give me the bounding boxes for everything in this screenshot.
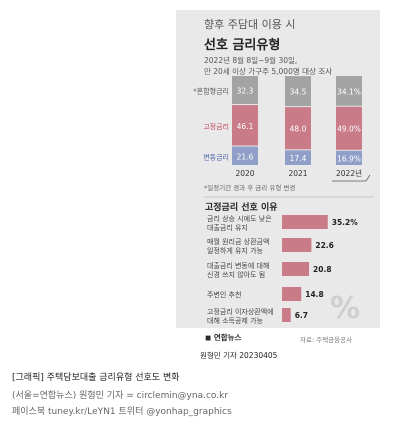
bar-2021-0 [285, 150, 311, 165]
percent-icon: % [330, 291, 360, 326]
reason-bar-1 [282, 238, 312, 252]
reason-chart-title: 고정금리 선호 이유 [205, 203, 278, 213]
series-label: 고정금리 [203, 122, 229, 131]
reason-bar-value: 14.8 [305, 290, 324, 299]
charts-svg: 21.6 46.1 32.3 2020 17.4 48.0 34.5 2021 16.9% 49.… [193, 76, 374, 326]
x-tick-label: 2021 [288, 169, 307, 178]
reason-label-line: 금리 상승 시에도 낮은 [207, 215, 272, 223]
bar-value-label: 32.3 [237, 87, 254, 96]
bar-value-label: 34.1% [337, 87, 361, 96]
survey-note-line1: 2022년 8월 8일~9월 30일, [204, 56, 298, 65]
reason-bar-value: 35.2% [332, 218, 359, 227]
bar-2022년-0 [336, 150, 362, 165]
reason-bar-2 [282, 262, 310, 276]
reason-label-line: 일정하게 유지 가능 [207, 247, 263, 255]
bar-2020-0 [232, 146, 258, 165]
reason-bar-value: 22.6 [315, 241, 334, 250]
caption-social: 페이스북 tuney.kr/LeYN1 트위터 @yonhap_graphics [12, 407, 232, 417]
bar-2020-2 [232, 76, 258, 105]
reason-bar-3 [282, 287, 302, 301]
reason-label-line: 매월 원리금 상환금액 [207, 238, 270, 246]
bar-2022년-1 [336, 106, 362, 150]
reason-label: 금리 상승 시에도 낮은 대출금리 유지 [207, 215, 287, 233]
chart-title: 선호 금리유형 [204, 38, 281, 53]
source-text: 자료: 주택금융공사 [300, 336, 353, 344]
x-tick-label: 2022년 [336, 168, 362, 178]
reason-label: 주변인 추천 [207, 291, 287, 300]
caption-title: [그래픽] 주택담보대출 금리유형 선호도 변화 [12, 373, 180, 383]
reason-label-line: 고정금리 이자상환액에 [207, 308, 274, 316]
reason-label: 매월 원리금 상환금액 일정하게 유지 가능 [207, 238, 287, 256]
caption-credit: (서울=연합뉴스) 원형민 기자 = circlemin@yna.co.kr [12, 391, 229, 401]
chart-subtitle: 향후 주담대 이용 시 [204, 18, 296, 31]
bar-value-label: 49.0% [337, 125, 361, 134]
reason-label-line: 대해 소득공제 가능 [207, 317, 263, 325]
bar-value-label: 21.6 [237, 152, 254, 161]
reason-label: 고정금리 이자상환액에 대해 소득공제 가능 [207, 308, 287, 326]
bar-value-label: 48.0 [290, 125, 307, 134]
reason-bar-value: 20.8 [313, 265, 332, 274]
reason-bar-value: 6.7 [295, 311, 308, 320]
reason-label-line: 신경 쓰지 않아도 됨 [207, 271, 266, 279]
reason-label-line: 대출금리 유지 [207, 224, 248, 232]
bar-2022년-2 [336, 76, 362, 106]
bar-value-label: 16.9% [337, 154, 361, 163]
reason-bar-4 [282, 308, 291, 322]
infographic-card [176, 10, 380, 328]
yonhap-logo: ◼ 연합뉴스 [205, 333, 242, 342]
highlight-bracket [332, 174, 371, 182]
x-tick-label: 2020 [235, 169, 254, 178]
series-label: 변동금리 [203, 152, 229, 161]
byline: 원형민 기자 20230405 [200, 351, 278, 360]
survey-note-line2: 만 20세 이상 가구주 5,000명 대상 조사 [204, 67, 333, 76]
bar-value-label: 34.5 [290, 88, 307, 97]
footnote: *일정기간 경과 후 금리 유형 변경 [204, 183, 295, 192]
reason-label-line: 주변인 추천 [207, 291, 242, 299]
bar-value-label: 17.4 [290, 154, 307, 163]
bar-2021-2 [285, 76, 311, 107]
bar-2020-1 [232, 105, 258, 146]
reason-label-line: 대출금리 변동에 대해 [207, 262, 270, 270]
series-label: *혼합형금리 [193, 87, 229, 96]
reason-label: 대출금리 변동에 대해 신경 쓰지 않아도 됨 [207, 262, 287, 280]
bar-value-label: 46.1 [237, 122, 254, 131]
bar-2021-1 [285, 107, 311, 150]
reason-bar-0 [282, 215, 328, 229]
